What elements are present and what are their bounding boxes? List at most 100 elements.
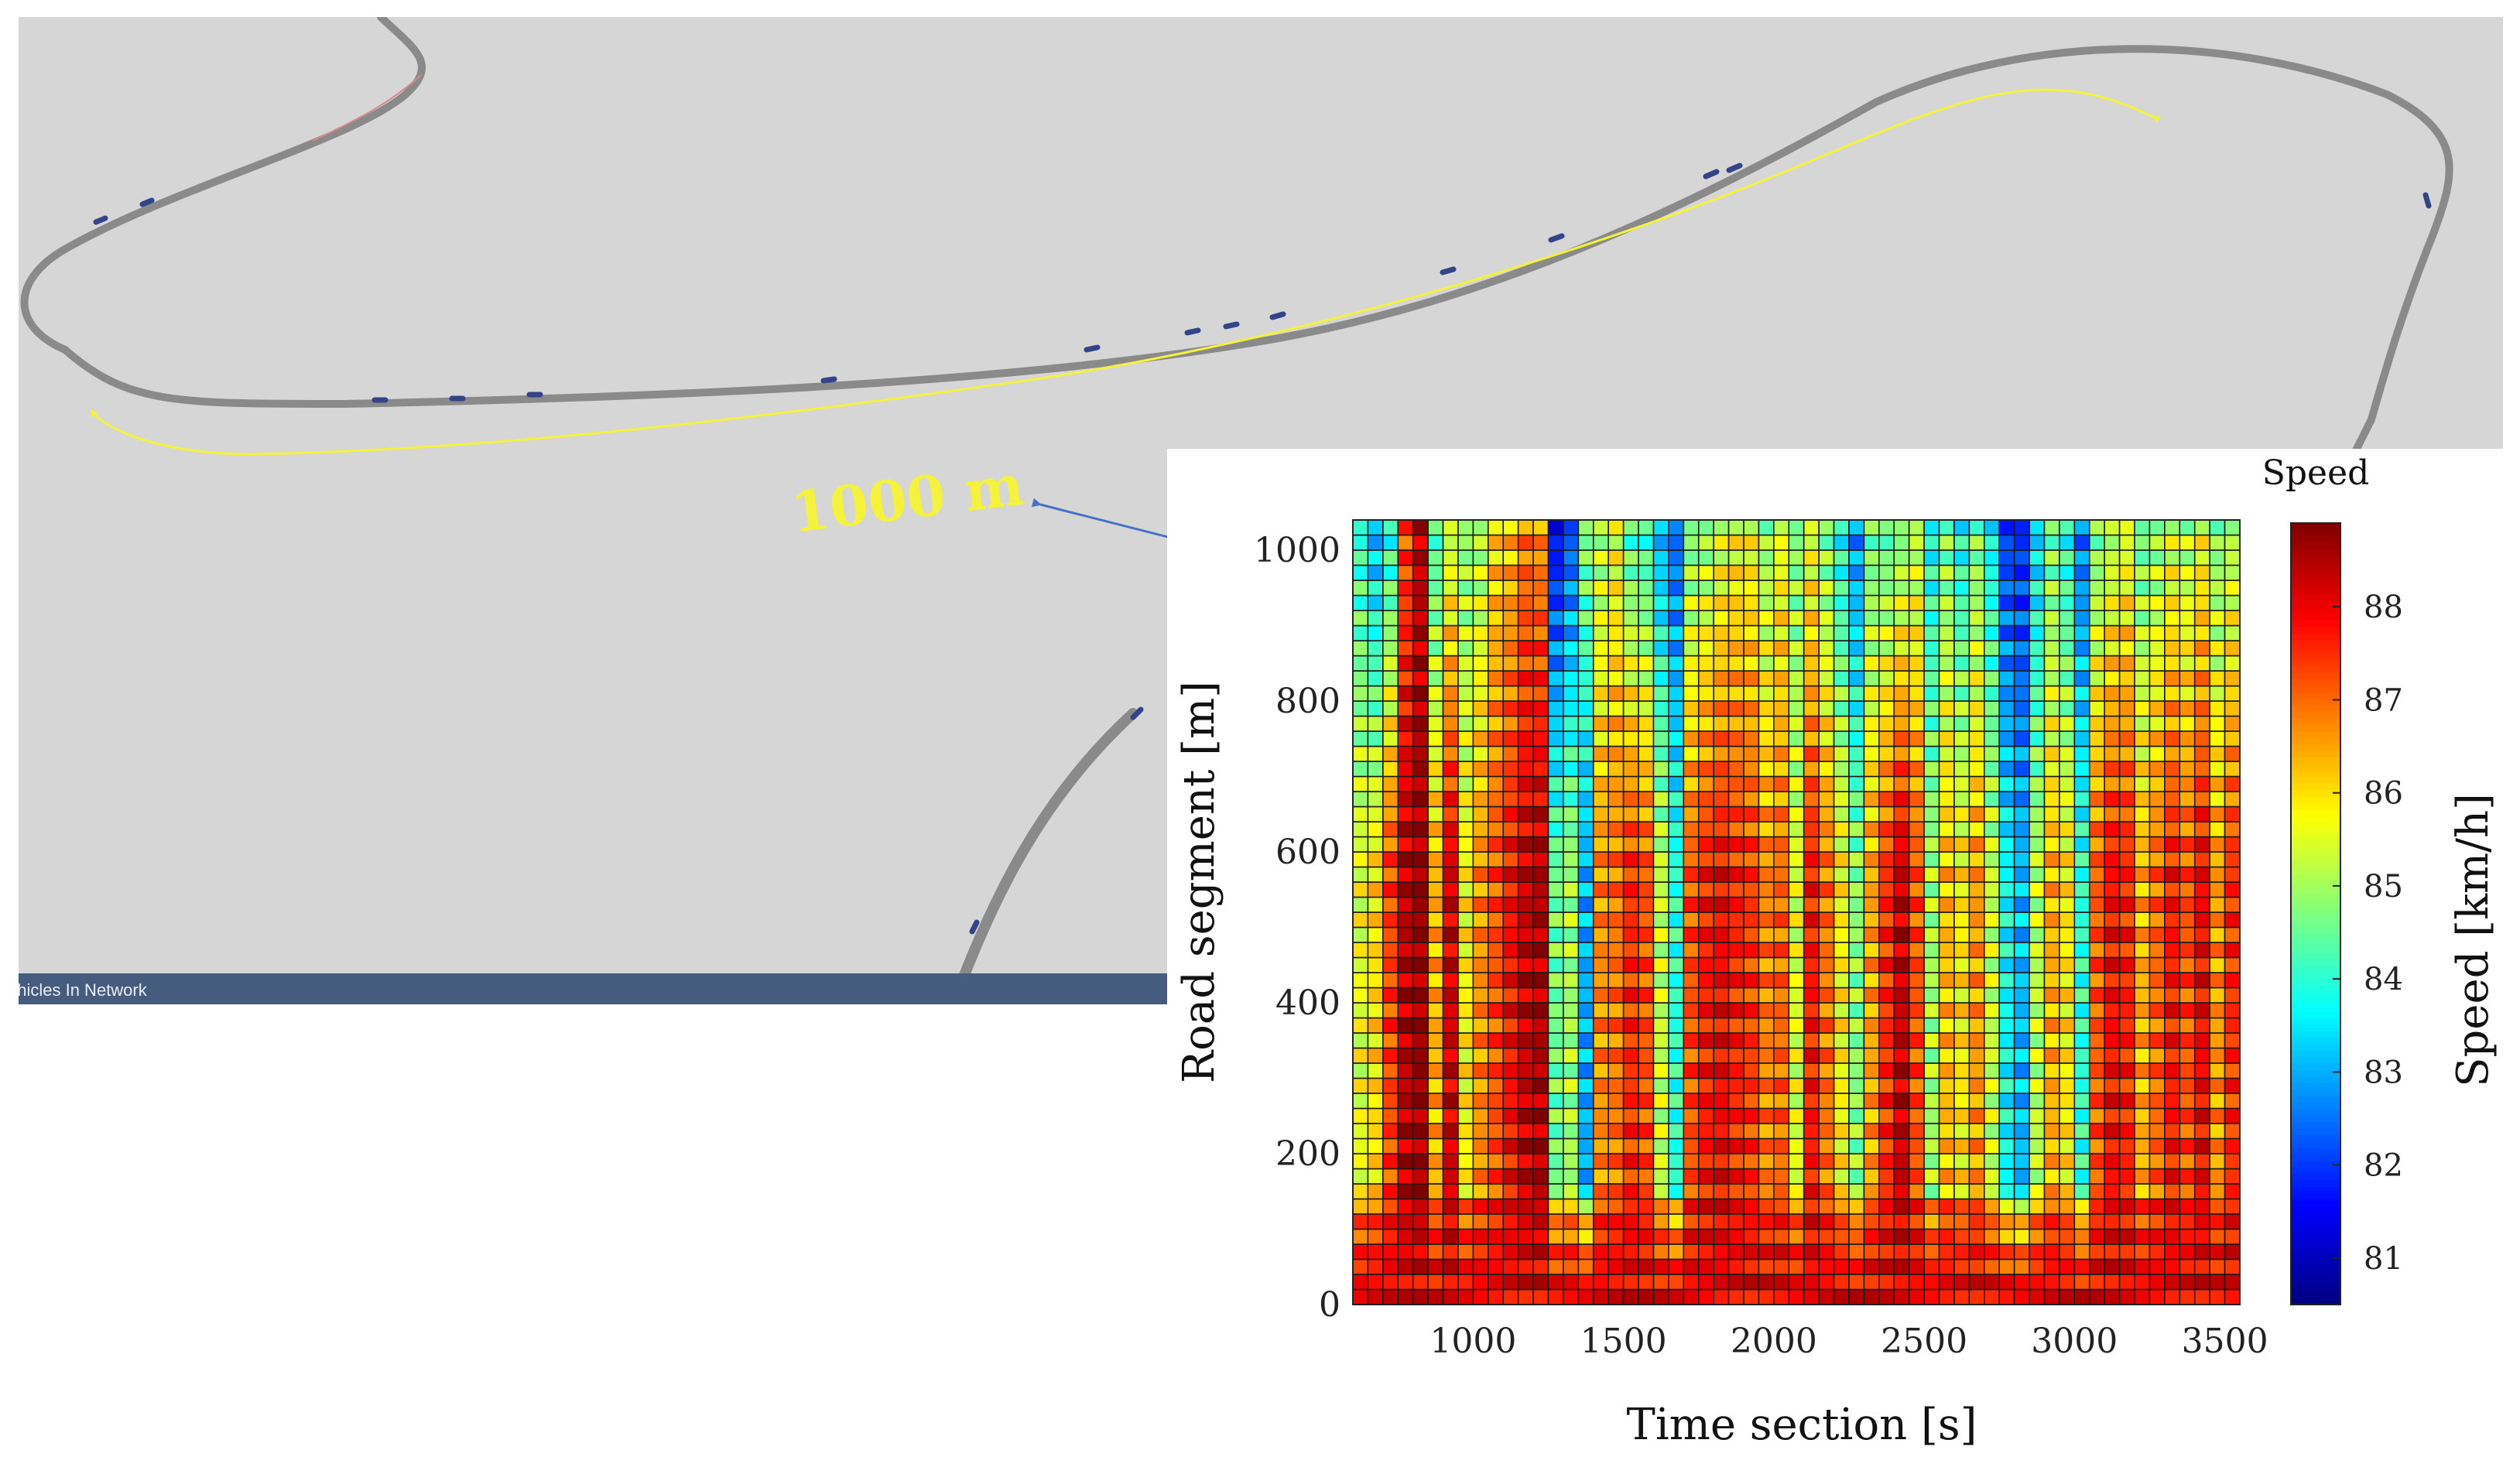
heatmap-cell (1848, 821, 1865, 838)
heatmap-cell (2013, 805, 2030, 822)
heatmap-cell (1953, 1243, 1970, 1260)
heatmap-cell (1743, 685, 1760, 702)
heatmap-cell (1984, 1002, 2001, 1019)
heatmap-cell (1683, 1062, 1700, 1079)
heatmap-cell (1517, 805, 1534, 822)
heatmap-cell (2029, 1213, 2046, 1230)
heatmap-cell (1442, 1017, 1459, 1034)
heatmap-cell (1773, 715, 1790, 732)
heatmap-cell (1818, 942, 1835, 959)
heatmap-cell (1532, 1168, 1549, 1185)
heatmap-cell (1517, 730, 1534, 747)
heatmap-cell (1938, 1288, 1955, 1305)
heatmap-cell (1773, 564, 1790, 581)
heatmap-cell (1412, 594, 1429, 611)
heatmap-cell (1803, 549, 1820, 566)
heatmap-cell (1938, 1243, 1955, 1260)
heatmap-cell (1563, 1228, 1580, 1245)
heatmap-cell (1848, 670, 1865, 687)
heatmap-cell (2088, 519, 2105, 536)
heatmap-cell (1592, 836, 1610, 853)
heatmap-cell (1998, 1153, 2015, 1170)
heatmap-cell (1818, 624, 1835, 641)
heatmap-cell (1472, 594, 1489, 611)
heatmap-cell (2179, 580, 2196, 597)
heatmap-cell (1908, 761, 1925, 778)
heatmap-cell (1367, 821, 1384, 838)
heatmap-cell (1923, 1274, 1940, 1291)
heatmap-cell (2088, 911, 2105, 929)
heatmap-cell (1622, 926, 1639, 943)
heatmap-cell (1352, 1032, 1369, 1049)
heatmap-cell (1923, 519, 1940, 536)
heatmap-cell (1984, 1183, 2001, 1200)
heatmap-cell (2179, 896, 2196, 913)
heatmap-cell (1788, 1243, 1805, 1260)
heatmap-cell (1938, 730, 1955, 747)
heatmap-cell (1743, 1002, 1760, 1019)
heatmap-cell (1998, 1213, 2015, 1230)
heatmap-cell (2224, 896, 2241, 913)
heatmap-cell (1743, 1243, 1760, 1260)
heatmap-cell (1758, 1093, 1775, 1110)
heatmap-cell (2088, 836, 2105, 853)
heatmap-cell (1908, 851, 1925, 868)
heatmap-cell (1472, 519, 1489, 536)
heatmap-cell (1488, 1123, 1505, 1140)
heatmap-cell (2029, 761, 2046, 778)
heatmap-cell (1442, 851, 1459, 868)
heatmap-cell (1953, 715, 1970, 732)
colorbar-segment (2291, 848, 2340, 856)
heatmap-cell (1803, 972, 1820, 989)
heatmap-cell (2164, 881, 2181, 898)
heatmap-cell (1638, 700, 1655, 717)
heatmap-cell (1953, 1168, 1970, 1185)
heatmap-cell (1472, 534, 1489, 551)
colorbar-segment (2291, 1226, 2340, 1234)
heatmap-cell (1833, 1077, 1850, 1094)
heatmap-cell (1683, 624, 1700, 641)
heatmap-cell (1488, 821, 1505, 838)
heatmap-cell (1382, 1047, 1399, 1064)
heatmap-cell (1367, 1062, 1384, 1079)
heatmap-cell (1457, 956, 1474, 973)
heatmap-cell (2209, 791, 2226, 808)
heatmap-cell (1563, 564, 1580, 581)
heatmap-cell (2073, 775, 2090, 792)
heatmap-cell (2029, 519, 2046, 536)
heatmap-cell (1488, 640, 1505, 657)
heatmap-cell (1382, 655, 1399, 672)
heatmap-cell (1833, 1123, 1850, 1140)
heatmap-cell (1397, 1017, 1414, 1034)
heatmap-cell (1412, 564, 1429, 581)
heatmap-cell (1788, 640, 1805, 657)
heatmap-cell (1638, 972, 1655, 989)
heatmap-cell (1743, 926, 1760, 943)
heatmap-cell (1382, 1243, 1399, 1260)
heatmap-cell (1998, 549, 2015, 566)
heatmap-cell (1863, 730, 1880, 747)
heatmap-cell (1547, 610, 1564, 627)
heatmap-cell (1833, 791, 1850, 808)
heatmap-cell (1788, 805, 1805, 822)
heatmap-cell (1984, 564, 2001, 581)
colorbar-segment (2291, 679, 2340, 687)
heatmap-cell (2073, 549, 2090, 566)
heatmap-cell (2059, 881, 2076, 898)
heatmap-cell (1953, 791, 1970, 808)
heatmap-cell (1727, 1153, 1744, 1170)
heatmap-cell (2179, 1288, 2196, 1305)
heatmap-cell (1652, 1168, 1669, 1185)
heatmap-cell (1427, 956, 1444, 973)
heatmap-cell (1577, 1228, 1594, 1245)
heatmap-cell (1382, 881, 1399, 898)
heatmap-cell (1923, 1123, 1940, 1140)
heatmap-cell (1893, 911, 1910, 929)
colorbar-segment (2291, 979, 2340, 987)
heatmap-cell (1488, 730, 1505, 747)
heatmap-cell (2209, 1062, 2226, 1079)
heatmap-cell (1367, 534, 1384, 551)
heatmap-cell (1367, 624, 1384, 641)
heatmap-cell (1638, 896, 1655, 913)
heatmap-cell (1382, 1077, 1399, 1094)
